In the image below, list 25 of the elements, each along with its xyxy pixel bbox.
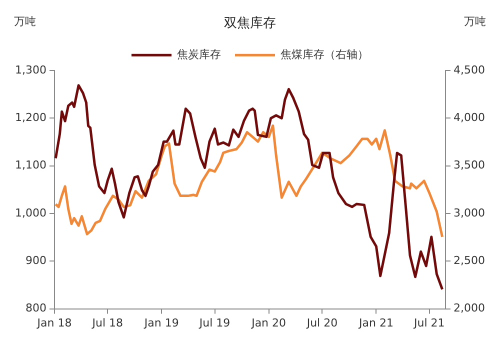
y-tick-label: 1,200 <box>14 111 46 124</box>
x-tick-label: Jan 18 <box>36 316 72 330</box>
x-tick-label: Jul 21 <box>412 316 445 330</box>
y2-tick-label: 3,500 <box>454 158 486 172</box>
y-tick-label: 1,100 <box>14 158 46 172</box>
y2-axis-title: 万吨 <box>464 14 486 28</box>
legend-label: 焦煤库存（右轴） <box>280 48 368 61</box>
x-tick-label: Jul 20 <box>306 316 338 330</box>
x-tick-label: Jan 19 <box>143 316 179 330</box>
x-tick-label: Jul 19 <box>198 316 230 330</box>
y2-tick-label: 4,500 <box>454 63 486 76</box>
y-tick-label: 800 <box>25 302 46 315</box>
x-tick-label: Jan 21 <box>358 316 394 330</box>
y2-tick-label: 2,500 <box>454 254 486 268</box>
chart-title: 双焦库存 <box>224 16 276 32</box>
y-tick-label: 900 <box>25 254 46 268</box>
x-tick-label: Jul 18 <box>91 316 124 330</box>
x-tick-label: Jan 20 <box>250 316 286 330</box>
y-tick-label: 1,300 <box>14 63 46 76</box>
y2-tick-label: 3,000 <box>454 206 486 220</box>
y-tick-label: 1,000 <box>14 206 46 220</box>
legend-label: 焦炭库存 <box>177 48 221 61</box>
y2-tick-label: 4,000 <box>454 111 486 124</box>
y2-tick-label: 2,000 <box>454 302 486 315</box>
y-axis-title: 万吨 <box>14 14 36 28</box>
